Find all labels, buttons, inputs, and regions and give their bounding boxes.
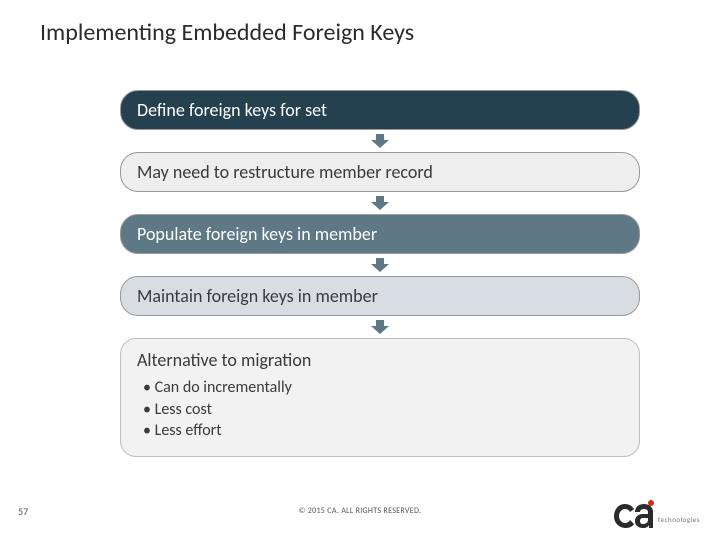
step-bar: May need to restructure member record	[120, 152, 640, 192]
final-box-title: Alternative to migration	[137, 349, 623, 371]
step-bar: Maintain foreign keys in member	[120, 276, 640, 316]
step-bar: Populate foreign keys in member	[120, 214, 640, 254]
down-arrow-icon	[371, 320, 389, 334]
final-bullets: Can do incrementally Less cost Less effo…	[137, 377, 623, 442]
final-box: Alternative to migration Can do incremen…	[120, 338, 640, 457]
step-bar: Define foreign keys for set	[120, 90, 640, 130]
slide: Implementing Embedded Foreign Keys Defin…	[0, 0, 720, 540]
slide-title: Implementing Embedded Foreign Keys	[40, 18, 414, 47]
down-arrow-icon	[371, 134, 389, 148]
down-arrow-icon	[371, 258, 389, 272]
logo-subtext: technologies	[658, 515, 700, 524]
ca-logo-icon	[612, 498, 654, 530]
bullet-item: Less cost	[143, 399, 623, 421]
down-arrow-icon	[371, 196, 389, 210]
bullet-item: Can do incrementally	[143, 377, 623, 399]
process-stack: Define foreign keys for set May need to …	[120, 90, 640, 457]
bullet-item: Less effort	[143, 420, 623, 442]
ca-logo: technologies	[612, 498, 700, 530]
